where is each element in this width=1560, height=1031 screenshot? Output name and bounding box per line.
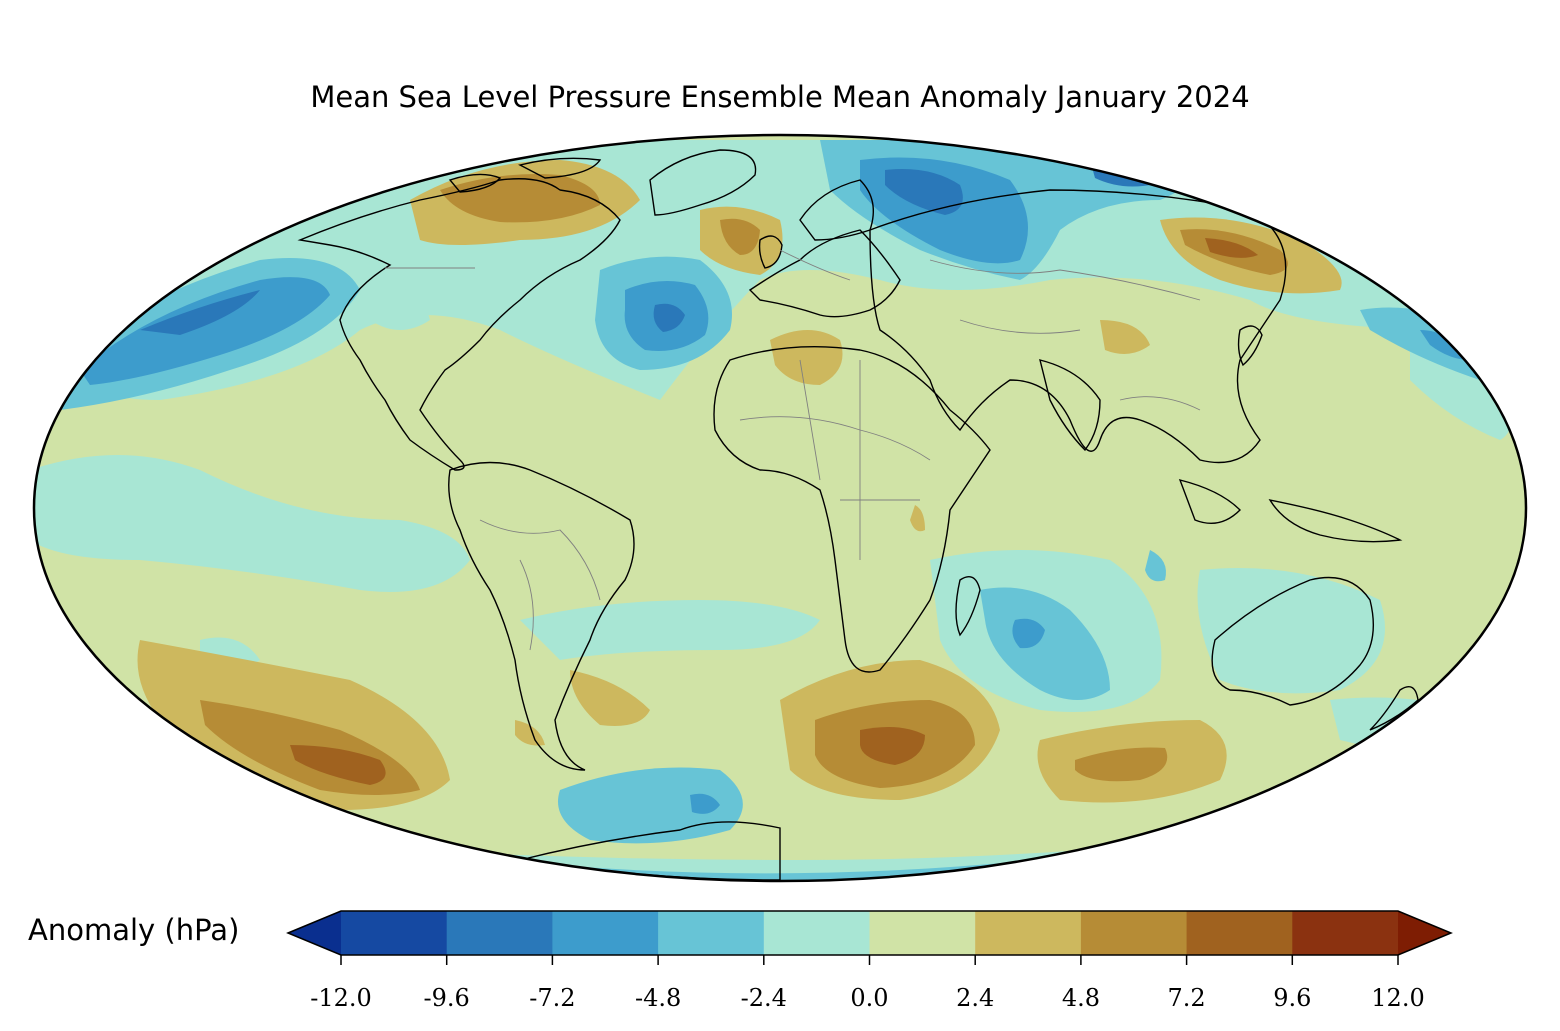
colorbar-segment (341, 911, 448, 955)
colorbar-segment (1292, 911, 1399, 955)
colorbar-under-arrow (288, 911, 341, 955)
colorbar-over-arrow (1398, 911, 1451, 955)
colorbar-tick-label: -9.6 (424, 984, 470, 1012)
colorbar-segments (341, 911, 1399, 955)
anomaly-field (34, 135, 1526, 881)
colorbar-tick-label: 7.2 (1168, 984, 1206, 1012)
colorbar-tick-label: -2.4 (741, 984, 787, 1012)
colorbar-tick-label: 2.4 (956, 984, 994, 1012)
colorbar-segment (658, 911, 765, 955)
map-title: Mean Sea Level Pressure Ensemble Mean An… (310, 80, 1250, 114)
colorbar-tick-label: -12.0 (310, 984, 372, 1012)
colorbar-tick-label: 4.8 (1062, 984, 1100, 1012)
colorbar: -12.0 -9.6 -7.2 -4.8 -2.4 0.0 2.4 4.8 7.2 9.6 12.0 (286, 910, 1453, 1012)
country-borders (385, 249, 1201, 651)
colorbar-segment (1080, 911, 1188, 955)
colorbar-segment (446, 911, 553, 955)
field-band-pos-large (290, 238, 1258, 785)
colorbar-segment (869, 911, 976, 955)
colorbar-segment (975, 911, 1082, 955)
colorbar-label: Anomaly (hPa) (28, 913, 240, 947)
map-boundary (32, 133, 1528, 883)
colorbar-segment (763, 911, 870, 955)
colorbar-segment (552, 911, 659, 955)
colorbar-tick-label: 0.0 (850, 984, 888, 1012)
colorbar-tick-label: -4.8 (635, 984, 681, 1012)
colorbar-segment (1186, 911, 1293, 955)
colorbar-ticks: -12.0 -9.6 -7.2 -4.8 -2.4 0.0 2.4 4.8 7.2 9.6 12.0 (310, 955, 1425, 1012)
colorbar-tick-label: 9.6 (1273, 984, 1311, 1012)
colorbar-tick-label: 12.0 (1371, 984, 1424, 1012)
colorbar-tick-label: -7.2 (529, 984, 575, 1012)
